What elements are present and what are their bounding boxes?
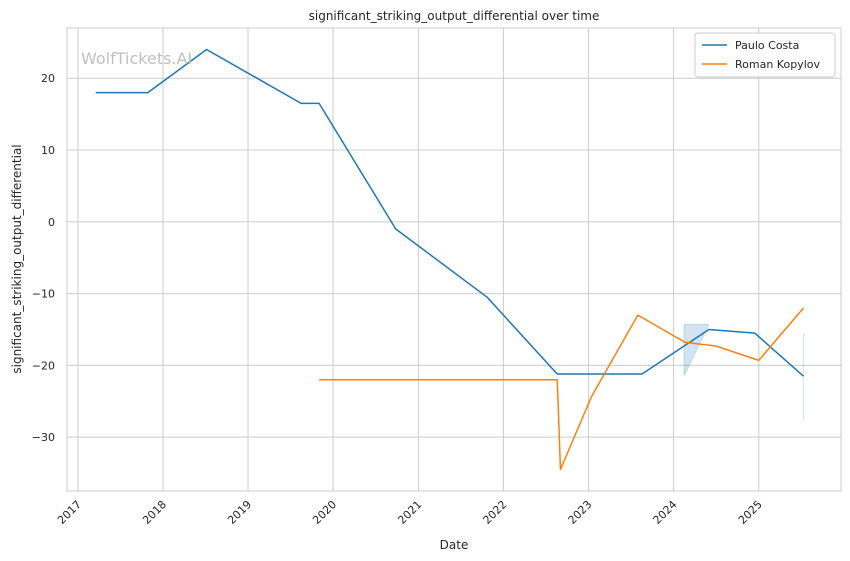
y-tick-label: 10 <box>41 144 55 157</box>
x-tick-label: 2023 <box>566 498 595 527</box>
series-line-roman-kopylov <box>319 307 805 471</box>
legend-box <box>694 32 836 78</box>
x-tick-label: 2024 <box>651 498 680 527</box>
x-tick-label: 2022 <box>481 498 510 527</box>
confidence-band <box>683 323 710 377</box>
x-tick-label: 2021 <box>395 498 424 527</box>
plot-background <box>67 28 841 491</box>
watermark: WolfTickets.AI <box>81 49 192 68</box>
x-tick-label: 2020 <box>310 498 339 527</box>
y-tick-label: 0 <box>48 216 55 229</box>
grid-lines <box>67 28 841 491</box>
x-tick-label: 2025 <box>736 498 765 527</box>
legend: Paulo Costa Roman Kopylov <box>694 32 836 78</box>
legend-label-paulo-costa: Paulo Costa <box>735 39 799 52</box>
chart-title: significant_striking_output_differential… <box>309 9 600 23</box>
y-tick-label: −30 <box>32 431 55 444</box>
y-tick-label: −20 <box>32 359 55 372</box>
y-axis-label: significant_striking_output_differential <box>10 144 24 373</box>
legend-label-roman-kopylov: Roman Kopylov <box>735 58 820 71</box>
plot-frame <box>66 27 842 492</box>
series-line-paulo-costa <box>95 48 804 377</box>
x-tick-label: 2018 <box>140 498 169 527</box>
x-tick-labels: 2017 2018 2019 2020 2021 2022 2023 2024 2025 <box>55 498 765 527</box>
x-tick-label: 2019 <box>225 498 254 527</box>
confidence-bands <box>683 323 804 420</box>
x-tick-label: 2017 <box>55 498 84 527</box>
y-tick-labels: 20 10 0 −10 −20 −30 <box>32 72 55 444</box>
x-axis-label: Date <box>440 538 469 552</box>
series-lines <box>95 48 805 471</box>
y-tick-label: 20 <box>41 72 55 85</box>
y-tick-label: −10 <box>32 288 55 301</box>
